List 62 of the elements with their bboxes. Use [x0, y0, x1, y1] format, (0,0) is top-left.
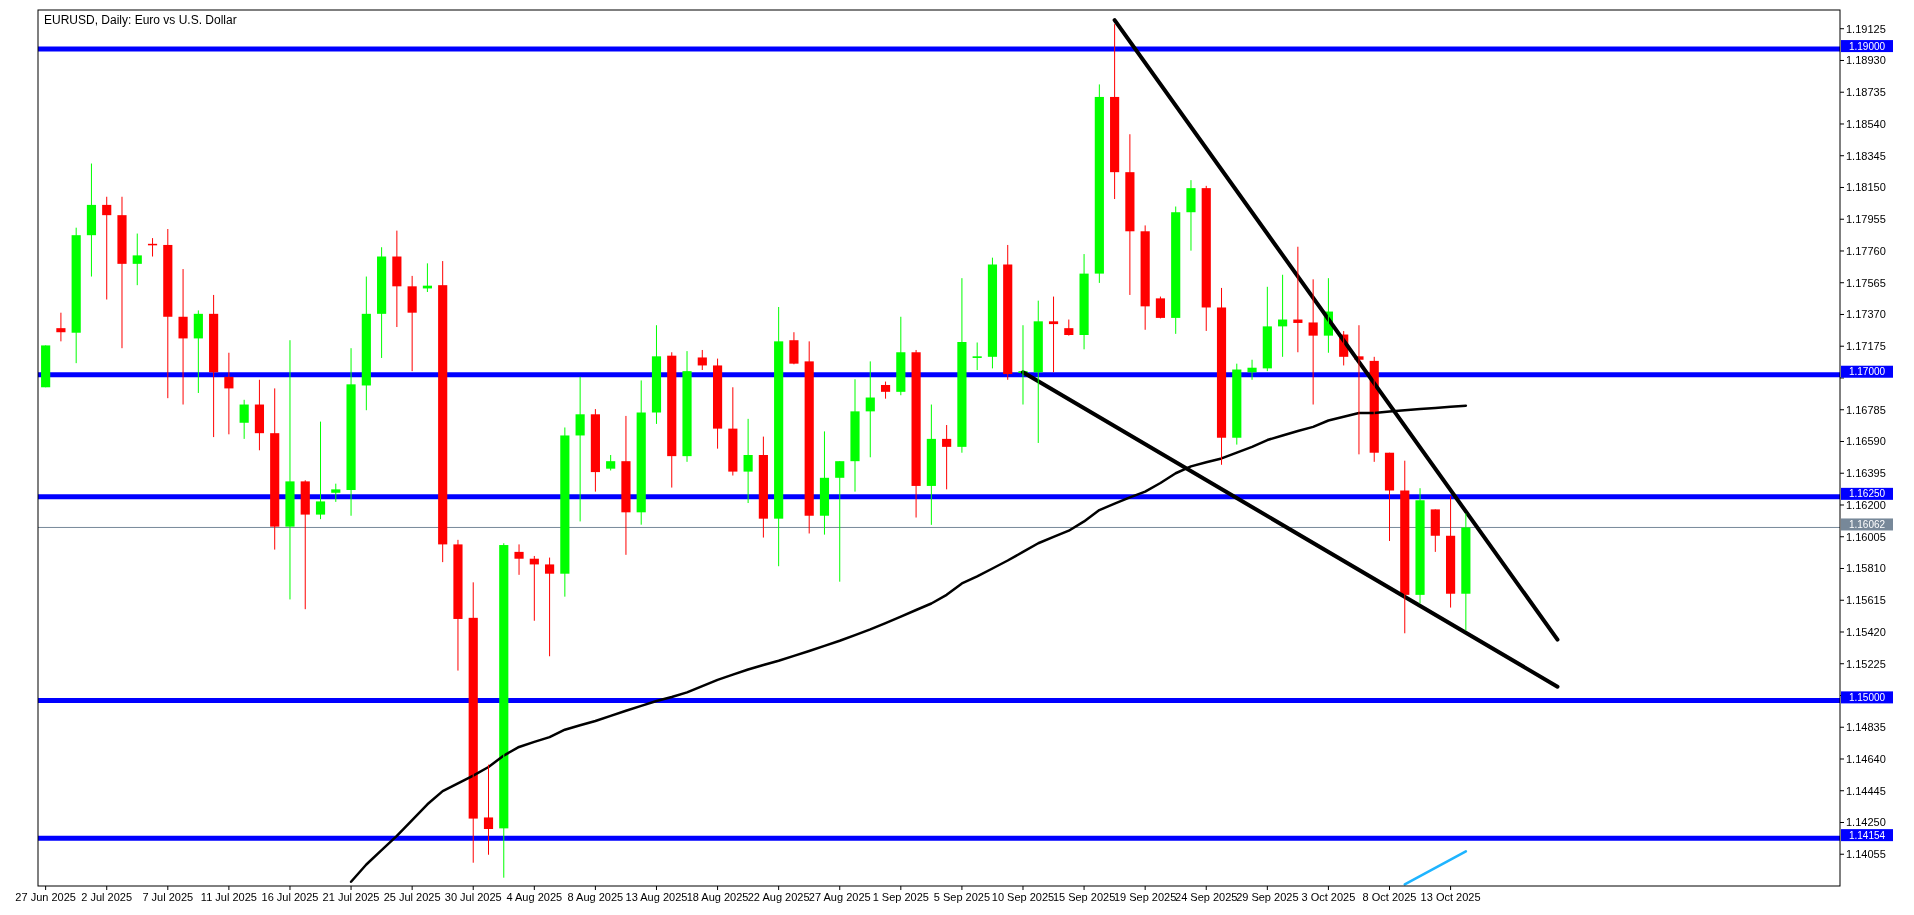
- y-tick-label: 1.16785: [1846, 403, 1886, 416]
- y-tick-label: 1.18150: [1846, 181, 1886, 194]
- x-tick-label: 1 Sep 2025: [872, 891, 929, 903]
- x-tick-label: 3 Oct 2025: [1301, 891, 1356, 903]
- y-tick-label: 1.16200: [1846, 498, 1886, 511]
- y-tick-label: 1.17370: [1846, 308, 1886, 321]
- y-tick-label: 1.14835: [1846, 721, 1886, 734]
- x-tick-label: 16 Jul 2025: [261, 891, 319, 903]
- x-tick-label: 5 Sep 2025: [933, 891, 991, 903]
- x-tick-label: 4 Aug 2025: [506, 891, 563, 903]
- y-tick-label: 1.19125: [1846, 22, 1886, 35]
- candlestick: [972, 341, 982, 371]
- y-tick-label: 1.15420: [1846, 625, 1886, 638]
- y-tick-label: 1.16395: [1846, 467, 1886, 480]
- y-tick-label: 1.17760: [1846, 244, 1886, 257]
- y-tick-label: 1.15615: [1846, 594, 1886, 607]
- x-tick-label: 25 Jul 2025: [383, 891, 441, 903]
- ref-line-label: 1.15000: [1848, 691, 1886, 703]
- x-tick-label: 18 Aug 2025: [686, 891, 749, 903]
- candlestick: [545, 557, 555, 657]
- ref-line-label: 1.14154: [1848, 829, 1886, 841]
- x-tick-label: 13 Oct 2025: [1420, 891, 1481, 903]
- y-tick-label: 1.18930: [1846, 54, 1886, 67]
- x-tick-label: 24 Sep 2025: [1175, 891, 1238, 903]
- y-tick-label: 1.17955: [1846, 213, 1886, 226]
- x-tick-label: 8 Aug 2025: [567, 891, 624, 903]
- x-tick-label: 13 Aug 2025: [625, 891, 688, 903]
- x-tick-label: 8 Oct 2025: [1362, 891, 1417, 903]
- ref-line-label: 1.17000: [1848, 366, 1886, 378]
- x-tick-label: 2 Jul 2025: [81, 891, 133, 903]
- y-tick-label: 1.14640: [1846, 752, 1886, 765]
- candlestick: [1048, 296, 1059, 373]
- ref-line-label: 1.19000: [1848, 40, 1886, 52]
- candlestick: [606, 454, 616, 471]
- y-tick-label: 1.16005: [1846, 530, 1886, 543]
- candlestick: [315, 421, 326, 520]
- x-tick-label: 11 Jul 2025: [200, 891, 257, 903]
- y-tick-label: 1.14445: [1846, 784, 1886, 797]
- chart-title: EURUSD, Daily: Euro vs U.S. Dollar: [44, 13, 237, 27]
- candlestick: [331, 483, 341, 503]
- x-tick-label: 10 Sep 2025: [991, 891, 1055, 903]
- y-tick-label: 1.18345: [1846, 149, 1886, 162]
- y-tick-label: 1.18735: [1846, 86, 1886, 99]
- y-tick-label: 1.14250: [1846, 816, 1886, 829]
- x-tick-label: 29 Sep 2025: [1236, 891, 1299, 903]
- candlestick: [132, 233, 142, 286]
- y-tick-label: 1.15225: [1846, 657, 1886, 670]
- x-tick-label: 7 Jul 2025: [142, 891, 194, 903]
- x-tick-label: 27 Aug 2025: [808, 891, 871, 903]
- y-tick-label: 1.16590: [1846, 435, 1886, 448]
- y-tick-label: 1.18540: [1846, 117, 1886, 130]
- candlestick: [483, 764, 494, 856]
- x-tick-label: 30 Jul 2025: [444, 891, 502, 903]
- y-tick-label: 1.14055: [1846, 848, 1886, 861]
- x-tick-label: 21 Jul 2025: [322, 891, 380, 903]
- y-tick-label: 1.17565: [1846, 276, 1886, 289]
- ref-line-label: 1.16250: [1848, 488, 1886, 500]
- y-tick-label: 1.17175: [1846, 340, 1886, 353]
- ref-line-label: 1.16062: [1848, 518, 1886, 530]
- x-tick-label: 27 Jun 2025: [15, 891, 76, 903]
- y-tick-label: 1.15810: [1846, 562, 1886, 575]
- x-tick-label: 22 Aug 2025: [747, 891, 810, 903]
